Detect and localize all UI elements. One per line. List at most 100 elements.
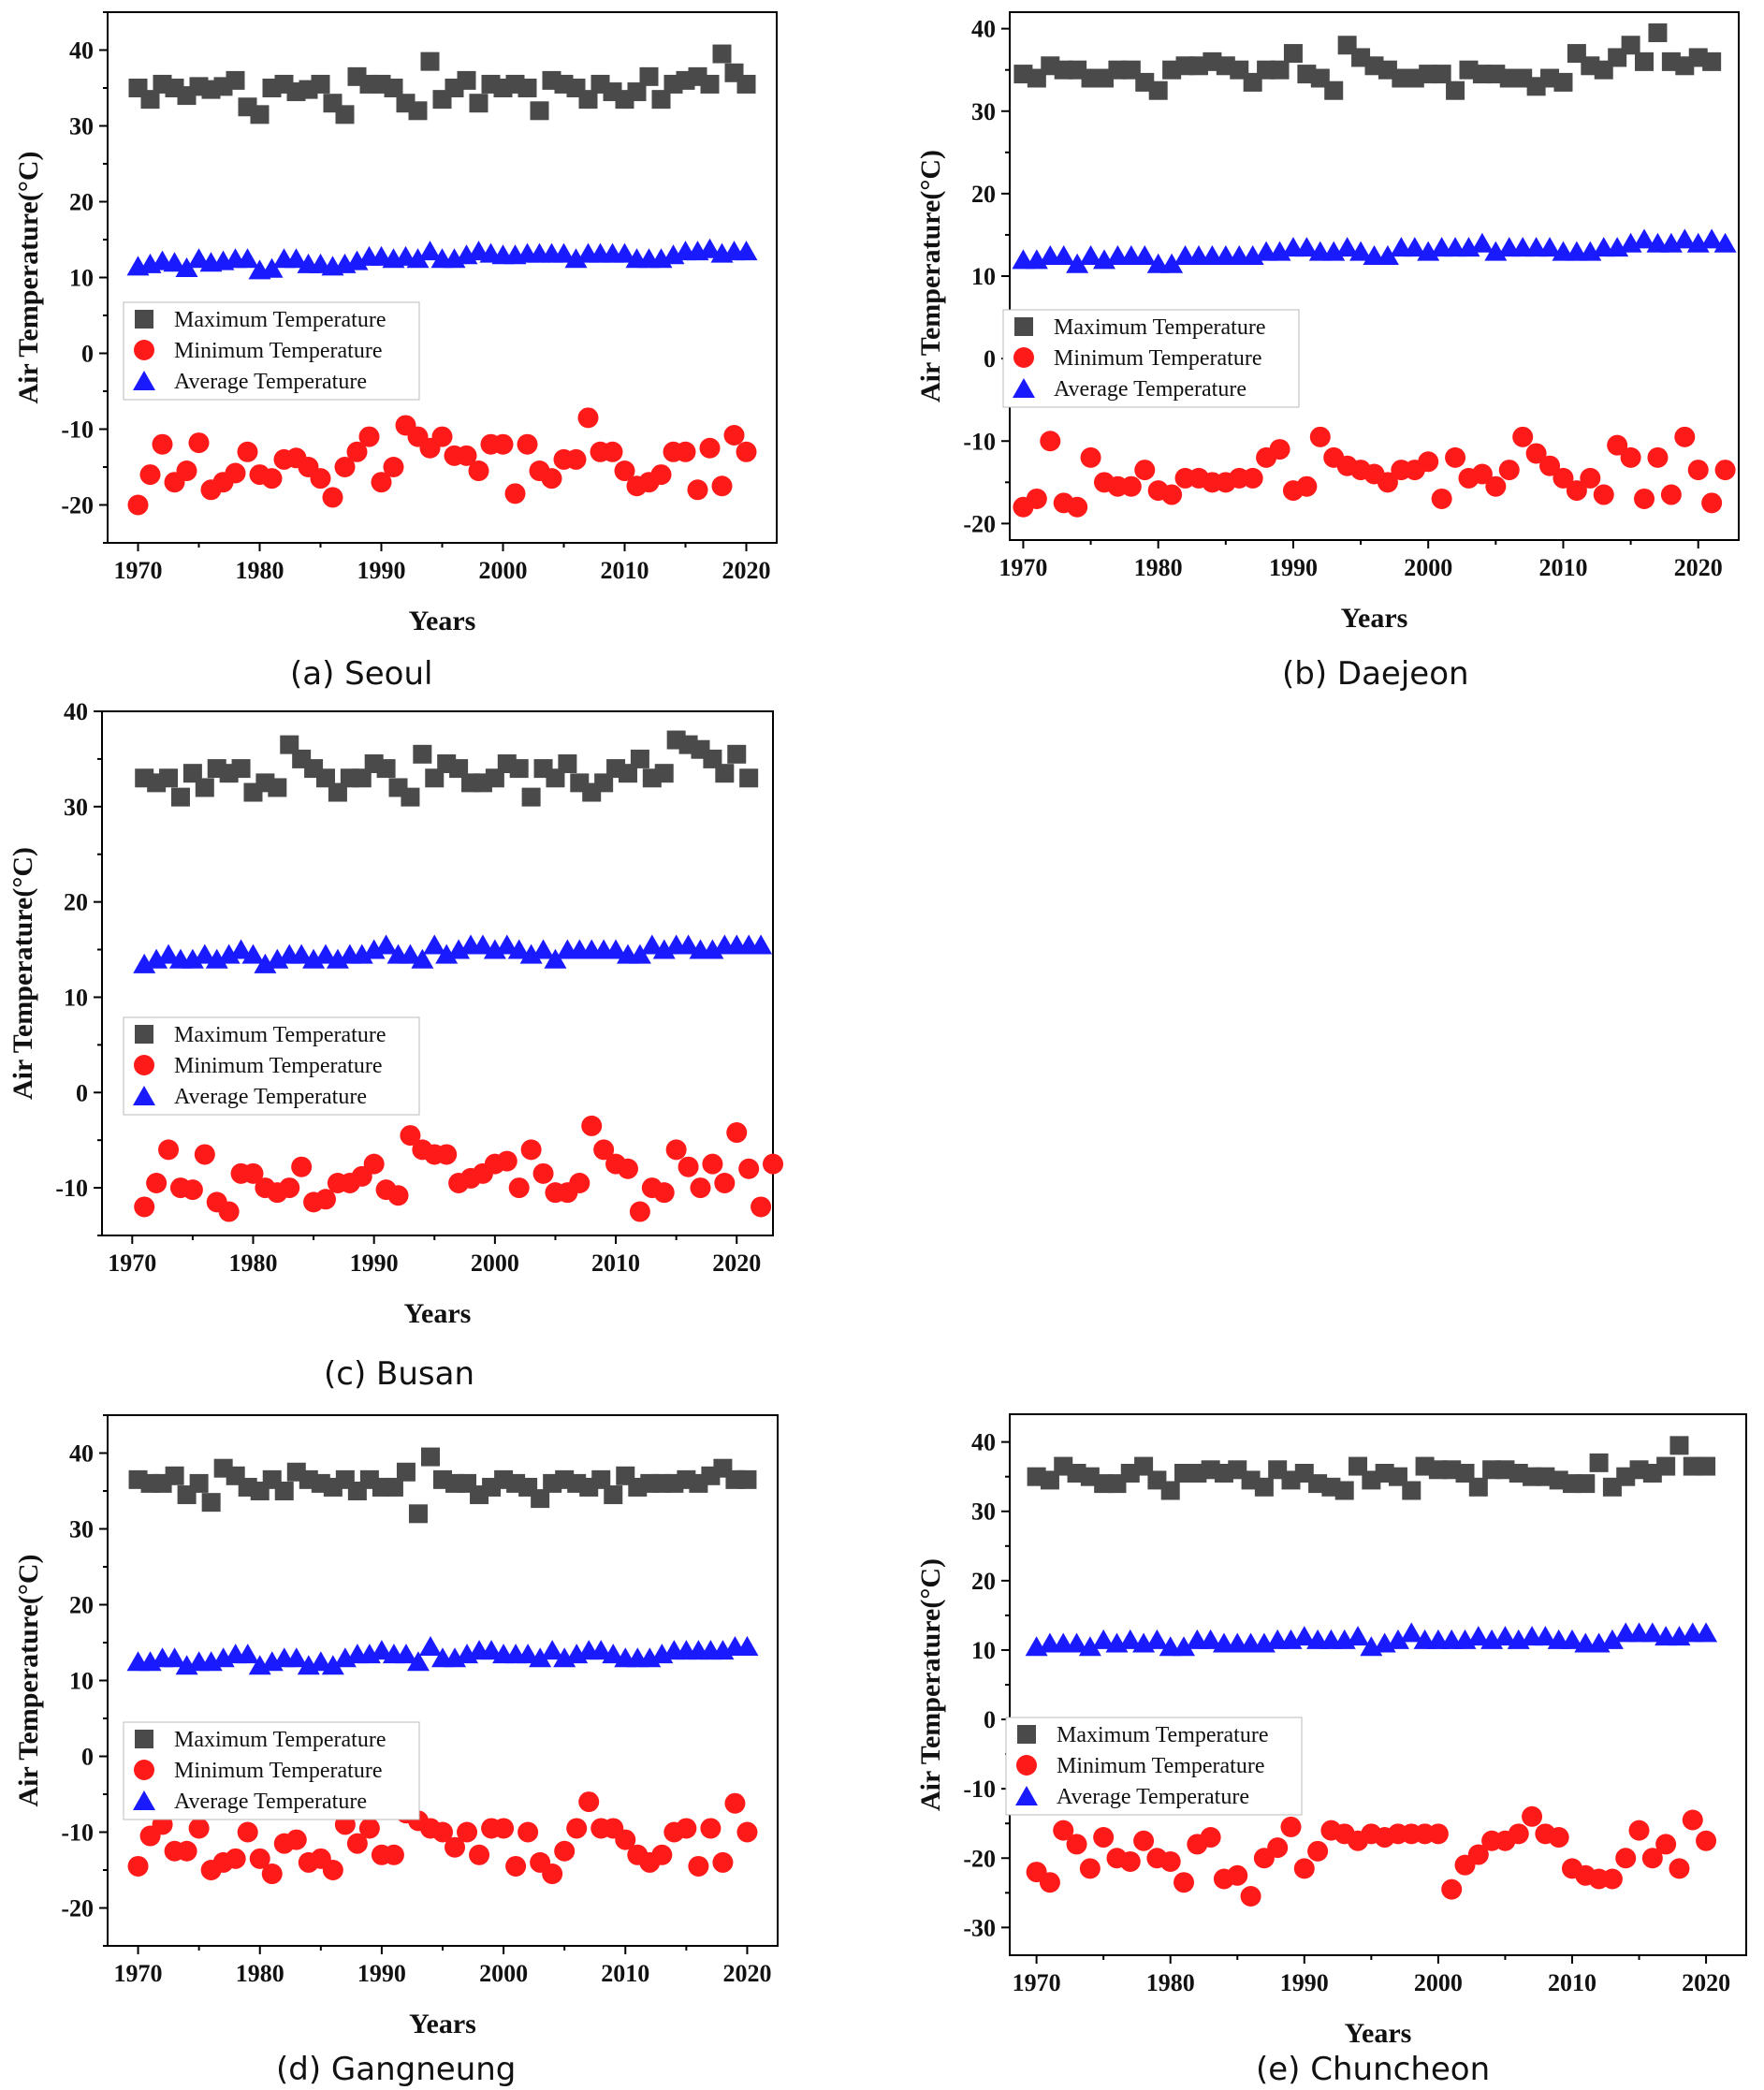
- point-min-temp: [699, 437, 721, 459]
- point-min-temp: [554, 1840, 576, 1862]
- point-avg-temp: [1695, 1622, 1718, 1643]
- point-max-temp: [558, 754, 577, 773]
- point-min-temp: [1634, 488, 1655, 509]
- point-min-temp: [431, 426, 453, 447]
- y-tick-label: 20: [64, 889, 88, 916]
- point-min-temp: [456, 445, 477, 466]
- chart-caption: (a) Seoul: [290, 655, 433, 693]
- point-min-temp: [237, 1821, 258, 1843]
- point-min-temp: [517, 433, 538, 455]
- point-min-temp: [1040, 431, 1061, 452]
- point-avg-temp: [1538, 237, 1562, 257]
- legend-marker-min-temp: [1013, 347, 1034, 368]
- chart-caption: (d) Gangneung: [276, 2051, 517, 2088]
- point-min-temp: [520, 1139, 542, 1161]
- point-min-temp: [176, 1840, 197, 1862]
- x-tick-label: 1980: [228, 1250, 277, 1277]
- point-min-temp: [1508, 1823, 1529, 1845]
- legend-label-min-temp: Minimum Temperature: [174, 1054, 383, 1078]
- chart-panel-gangneung: 1970 1980 1990 2000 2010 2020 -20 -10 0 10 20 30 40 Y…: [0, 1402, 882, 2090]
- point-min-temp: [581, 1115, 603, 1136]
- point-max-temp: [140, 90, 160, 110]
- legend-label-avg-temp: Average Temperature: [1054, 377, 1246, 402]
- legend-label-min-temp: Minimum Temperature: [174, 339, 383, 363]
- point-avg-temp: [1092, 1629, 1115, 1649]
- point-min-temp: [690, 1177, 711, 1199]
- point-min-temp: [346, 1833, 368, 1854]
- point-min-temp: [134, 1196, 155, 1218]
- series-avg-temp: [126, 238, 758, 280]
- point-avg-temp: [1673, 228, 1697, 249]
- point-max-temp: [1553, 72, 1573, 92]
- x-tick-label: 1970: [114, 557, 163, 584]
- point-avg-temp: [236, 1644, 259, 1664]
- point-avg-temp: [1065, 1632, 1088, 1653]
- y-tick-label: 40: [971, 1429, 996, 1456]
- point-avg-temp: [532, 939, 555, 959]
- point-avg-temp: [735, 241, 758, 261]
- legend-box: [123, 301, 420, 401]
- point-min-temp: [629, 1201, 650, 1222]
- y-tick-label: 40: [971, 16, 996, 43]
- point-max-temp: [1446, 80, 1465, 100]
- series-min-temp: [134, 1115, 783, 1222]
- point-avg-temp: [1066, 253, 1089, 273]
- series-max-temp: [128, 1447, 757, 1524]
- point-max-temp: [1160, 1481, 1180, 1500]
- point-min-temp: [1548, 1827, 1569, 1849]
- x-tick-label: 1970: [1013, 1969, 1061, 1996]
- chart-panel-chuncheon: 1970 1980 1990 2000 2010 2020 -30 -20 -10 0 10 20 30…: [882, 1402, 1764, 2090]
- point-avg-temp: [290, 943, 313, 964]
- point-avg-temp: [1295, 237, 1319, 257]
- chart-caption: (c) Busan: [324, 1355, 475, 1393]
- point-min-temp: [1620, 446, 1641, 468]
- point-min-temp: [1512, 426, 1534, 447]
- point-avg-temp: [406, 248, 430, 269]
- chart-svg: 1970 1980 1990 2000 2010 2020 -20 -10 0 10 20 30 40 Y…: [13, 1414, 779, 2039]
- point-min-temp: [188, 432, 210, 454]
- point-min-temp: [653, 1182, 675, 1204]
- point-min-temp: [700, 1818, 722, 1839]
- point-max-temp: [335, 105, 355, 124]
- point-min-temp: [1553, 467, 1574, 489]
- point-avg-temp: [241, 943, 265, 964]
- point-max-temp: [165, 1466, 184, 1485]
- point-min-temp: [1593, 484, 1614, 505]
- point-min-temp: [542, 1863, 563, 1885]
- point-min-temp: [1174, 1872, 1195, 1893]
- point-min-temp: [505, 1855, 527, 1877]
- legend: Maximum Temperature Minimum Temperature Av…: [123, 1016, 420, 1116]
- point-avg-temp: [495, 934, 518, 955]
- point-max-temp: [639, 66, 659, 86]
- point-min-temp: [457, 1821, 478, 1843]
- point-max-temp: [1702, 51, 1722, 71]
- point-min-temp: [1647, 446, 1669, 468]
- point-min-temp: [614, 460, 635, 482]
- point-min-temp: [1227, 1864, 1248, 1886]
- point-avg-temp: [640, 934, 663, 955]
- point-max-temp: [594, 773, 614, 793]
- y-tick-label: -20: [963, 1845, 996, 1872]
- point-avg-temp: [517, 1644, 540, 1664]
- point-max-temp: [449, 759, 469, 779]
- point-avg-temp: [157, 943, 181, 964]
- point-min-temp: [1280, 1816, 1302, 1837]
- point-max-temp: [425, 768, 445, 788]
- legend: Maximum Temperature Minimum Temperature Av…: [1002, 309, 1300, 408]
- y-tick-label: 10: [69, 265, 94, 292]
- point-min-temp: [504, 483, 526, 504]
- point-max-temp: [469, 94, 488, 113]
- y-axis: -10 0 10 20 30 40: [55, 698, 102, 1236]
- series-max-temp: [1027, 1436, 1716, 1500]
- legend-marker-min-temp: [134, 1760, 154, 1780]
- legend-box: [1005, 1717, 1303, 1816]
- point-avg-temp: [163, 1647, 186, 1668]
- point-avg-temp: [507, 939, 531, 959]
- chart-svg: 1970 1980 1990 2000 2010 2020 -20 -10 0 10 20 30 40 Y…: [915, 11, 1740, 634]
- y-tick-label: 40: [64, 698, 88, 725]
- series-avg-temp: [126, 1636, 759, 1675]
- point-min-temp: [577, 407, 599, 429]
- chart-svg: 1970 1980 1990 2000 2010 2020 -30 -20 -10 0 10 20 30…: [915, 1413, 1747, 2049]
- point-min-temp: [225, 1848, 246, 1869]
- point-min-temp: [127, 494, 149, 516]
